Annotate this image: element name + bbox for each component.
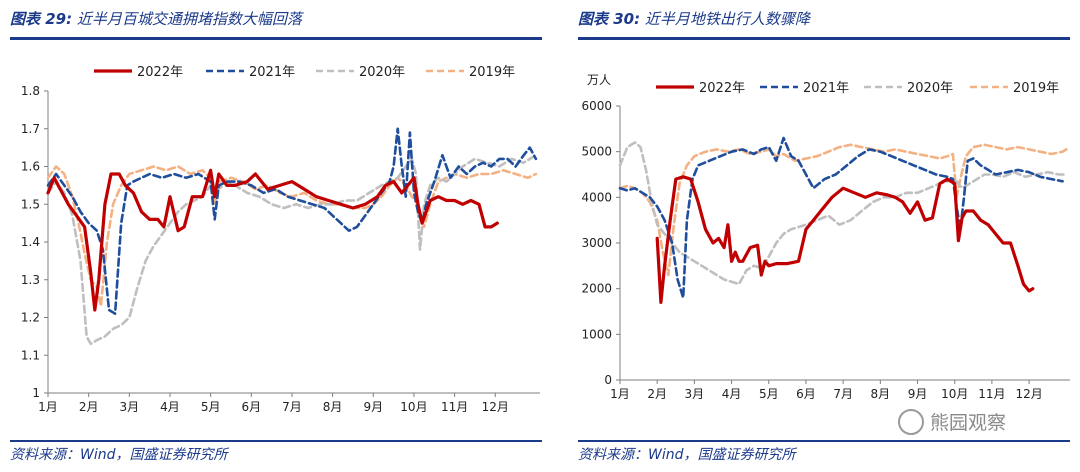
right-x-tick-label: 4月 <box>722 387 742 401</box>
left-y-tick-label: 1.2 <box>21 311 40 325</box>
left-legend-label: 2022年 <box>137 65 183 80</box>
left-legend-label: 2019年 <box>469 65 515 80</box>
left-y-tick-label: 1.8 <box>21 84 40 98</box>
right-series-line-2020 <box>618 141 1068 286</box>
left-x-tick-label: 8月 <box>323 400 343 414</box>
left-figure: 图表 29: 近半月百城交通拥堵指数大幅回落 1 1.1 1.2 1.3 1.4 1.5 1… <box>10 0 542 472</box>
right-y-tick-label: 2000 <box>581 282 612 296</box>
left-figure-title: 图表 29: 近半月百城交通拥堵指数大幅回落 <box>10 8 302 29</box>
right-y-tick-label: 1000 <box>581 327 612 341</box>
right-source-note: 资料来源：Wind，国盛证券研究所 <box>578 447 796 463</box>
right-y-tick-label: 6000 <box>581 99 612 113</box>
wechat-icon <box>898 408 924 435</box>
left-y-tick-label: 1.3 <box>21 273 40 287</box>
left-series-line-2020 <box>46 153 538 346</box>
left-x-tick-label: 7月 <box>282 400 302 414</box>
right-y-unit-label: 万人 <box>587 73 611 87</box>
right-legend-label: 2020年 <box>907 81 953 96</box>
left-x-tick-label: 5月 <box>201 400 221 414</box>
right-series-line-2022 <box>655 175 1035 304</box>
right-series-line-2019 <box>618 143 1068 277</box>
right-x-tick-label: 6月 <box>796 387 816 401</box>
left-x-tick-label: 3月 <box>120 400 140 414</box>
right-legend-label: 2019年 <box>1013 81 1059 96</box>
left-series-line-2021 <box>46 127 538 316</box>
left-x-tick-label: 12月 <box>482 400 509 414</box>
left-series-line-2022 <box>46 168 499 312</box>
right-figure: 图表 30: 近半月地铁出行人数骤降 0 1000 2000 3000 4000 5000… <box>578 0 1070 472</box>
right-title-rule <box>578 37 1070 40</box>
right-chart: 0 1000 2000 3000 4000 5000 6000 1月 2月 3月 4月 5月 6月 7月 8… <box>581 73 1070 401</box>
right-figure-number: 图表 30: <box>578 10 641 28</box>
right-x-tick-label: 2月 <box>647 387 667 401</box>
right-x-tick-label: 5月 <box>759 387 779 401</box>
watermark-text: 熊园观察 <box>930 412 1007 434</box>
right-y-tick-label: 5000 <box>581 145 612 159</box>
left-x-tick-label: 9月 <box>363 400 383 414</box>
right-figure-title: 图表 30: 近半月地铁出行人数骤降 <box>578 8 810 29</box>
right-x-tick-label: 9月 <box>908 387 928 401</box>
left-source-note: 资料来源：Wind，国盛证券研究所 <box>10 447 228 463</box>
left-chart: 1 1.1 1.2 1.3 1.4 1.5 1.6 1.7 1.8 1月 2月 3月 4月 5月 6月 7月 8… <box>21 65 540 414</box>
left-legend-label: 2020年 <box>359 65 405 80</box>
right-x-tick-label: 12月 <box>1015 387 1042 401</box>
right-y-tick-label: 0 <box>604 373 612 387</box>
left-x-tick-label: 1月 <box>38 400 58 414</box>
right-source-rule <box>578 440 1070 442</box>
right-x-tick-label: 1月 <box>610 387 630 401</box>
right-legend-label: 2021年 <box>803 81 849 96</box>
left-y-tick-label: 1.7 <box>21 122 40 136</box>
right-figure-caption: 近半月地铁出行人数骤降 <box>644 10 810 28</box>
left-x-tick-label: 10月 <box>400 400 427 414</box>
right-y-tick-label: 3000 <box>581 236 612 250</box>
left-y-tick-label: 1 <box>32 386 40 400</box>
right-x-tick-label: 8月 <box>871 387 891 401</box>
left-x-tick-label: 2月 <box>79 400 99 414</box>
left-x-tick-label: 11月 <box>441 400 468 414</box>
left-source-rule <box>10 440 542 442</box>
left-figure-number: 图表 29: <box>10 10 73 28</box>
left-y-tick-label: 1.1 <box>21 348 40 362</box>
right-x-tick-label: 10月 <box>941 387 968 401</box>
right-series-line-2021 <box>618 136 1064 300</box>
right-y-tick-label: 4000 <box>581 190 612 204</box>
right-legend-label: 2022年 <box>699 81 745 96</box>
left-x-tick-label: 6月 <box>241 400 261 414</box>
right-x-tick-label: 7月 <box>833 387 853 401</box>
left-title-rule <box>10 37 542 40</box>
left-y-tick-label: 1.5 <box>21 197 40 211</box>
left-x-tick-label: 4月 <box>160 400 180 414</box>
right-x-tick-label: 11月 <box>978 387 1005 401</box>
left-y-tick-label: 1.6 <box>21 160 40 174</box>
watermark: 熊园观察 <box>898 408 1006 437</box>
left-y-tick-label: 1.4 <box>21 235 40 249</box>
left-legend-label: 2021年 <box>249 65 295 80</box>
right-x-tick-label: 3月 <box>685 387 705 401</box>
left-figure-caption: 近半月百城交通拥堵指数大幅回落 <box>76 10 302 28</box>
